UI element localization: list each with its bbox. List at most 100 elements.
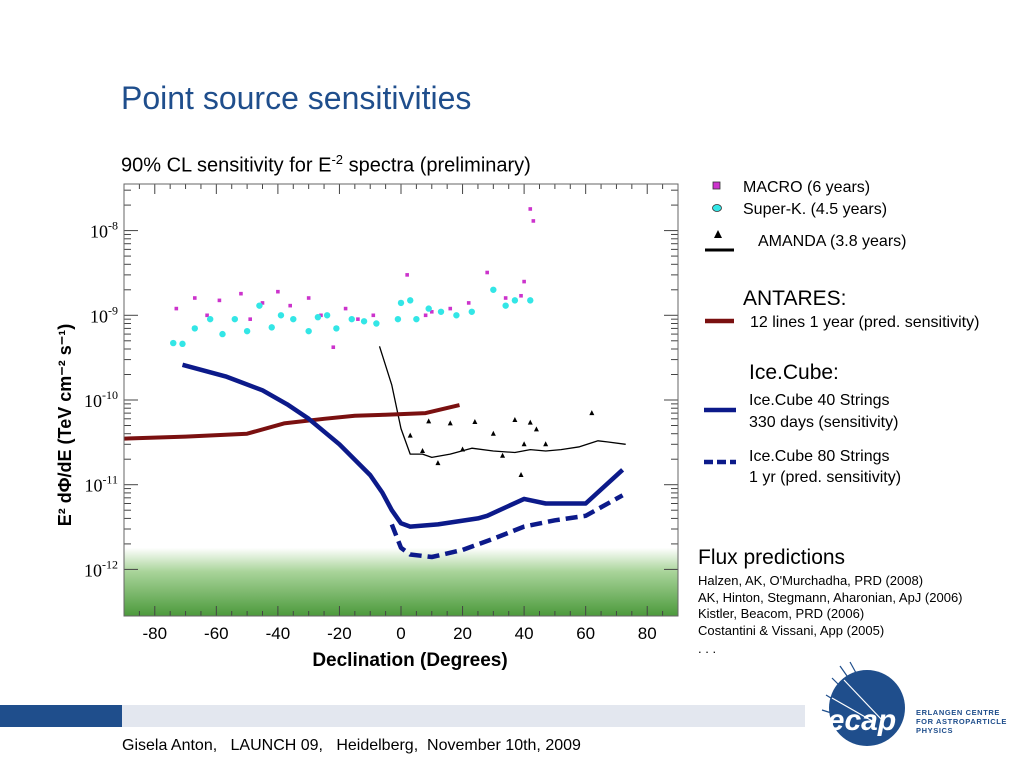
sensitivity-chart: -80 -60 -40 -20 0 20 40 60 80 10-8 10-9 10-10 10-11… — [55, 183, 679, 670]
amanda-point — [490, 430, 496, 436]
amanda-point — [426, 418, 432, 424]
macro-point — [531, 219, 536, 223]
x-tick-label: -40 — [266, 624, 291, 643]
footer-text: Gisela Anton, LAUNCH 09, Heidelberg, Nov… — [122, 737, 581, 754]
superk-point — [453, 312, 460, 319]
amanda-line — [378, 346, 626, 459]
amanda-point — [518, 472, 524, 478]
legend-ic40-line1: Ice.Cube 40 Strings — [749, 392, 890, 409]
macro-point — [528, 207, 533, 211]
x-tick-label: 80 — [638, 624, 657, 643]
legend-amanda: AMANDA (3.8 years) — [758, 233, 907, 250]
superk-point — [256, 302, 263, 309]
legend-macro-marker — [712, 181, 721, 190]
superk-point — [490, 286, 497, 293]
x-tick-label: 0 — [396, 624, 405, 643]
footer-bar-accent — [0, 705, 122, 727]
amanda-point — [589, 410, 595, 416]
superk-point — [468, 308, 475, 315]
macro-point — [276, 289, 280, 294]
subtitle-suffix: spectra (preliminary) — [343, 154, 531, 177]
chart-subtitle: 90% CL sensitivity for E-2 spectra (prel… — [121, 152, 531, 178]
macro-point — [319, 313, 323, 318]
y-tick-labels: 10-8 10-9 10-10 10-11 10-12 — [84, 219, 118, 581]
legend-antares-line-label: 12 lines 1 year (pred. sensitivity) — [750, 314, 980, 331]
x-tick-labels: -80 -60 -40 -20 0 20 40 60 80 — [142, 624, 656, 643]
macro-point — [174, 306, 179, 311]
legend-amanda-marker — [714, 230, 722, 238]
legend-ic80-line1: Ice.Cube 80 Strings — [749, 448, 890, 465]
macro-point — [217, 298, 222, 303]
x-axis-label: Declination (Degrees) — [312, 650, 507, 670]
macro-point — [503, 296, 508, 300]
macro-point — [448, 306, 453, 311]
x-tick-label: -60 — [204, 624, 229, 643]
ecap-wordmark: ecap — [828, 704, 896, 737]
x-tick-label: -20 — [327, 624, 352, 643]
macro-point — [429, 309, 434, 314]
legend-superk-marker — [712, 204, 722, 212]
slide-title: Point source sensitivities — [121, 80, 472, 116]
macro-point — [260, 301, 265, 305]
x-tick-label: 60 — [576, 624, 595, 643]
amanda-point — [512, 417, 518, 423]
y-tick-label: 10-12 — [84, 557, 118, 580]
superk-point — [437, 308, 445, 315]
macro-point — [405, 273, 409, 277]
y-tick-label: 10-11 — [84, 473, 118, 496]
flux-ref-2: AK, Hinton, Stegmann, Aharonian, ApJ (20… — [698, 590, 963, 605]
amanda-point — [420, 447, 426, 453]
superk-point — [323, 312, 331, 319]
legend-icecube-title: Ice.Cube: — [749, 361, 839, 384]
superk-point — [394, 315, 402, 323]
superk-point — [231, 315, 238, 323]
superk-point — [219, 330, 226, 338]
superk-point — [179, 340, 186, 348]
amanda-point — [500, 452, 506, 458]
footer-bar — [0, 705, 805, 727]
superk-point — [425, 305, 432, 312]
macro-point — [343, 306, 348, 311]
amanda-point — [407, 432, 413, 438]
macro-point — [306, 296, 311, 300]
superk-point — [360, 318, 368, 325]
legend-ic40-line2: 330 days (sensitivity) — [749, 414, 899, 431]
superk-point — [314, 313, 322, 321]
macro-point — [205, 313, 209, 318]
amanda-point — [435, 460, 441, 466]
amanda-point — [521, 441, 527, 447]
macro-point — [288, 303, 292, 308]
superk-point — [191, 325, 198, 332]
legend-macro: MACRO (6 years) — [743, 179, 871, 196]
chart-series — [123, 207, 626, 560]
superk-point — [502, 302, 509, 309]
macro-point — [466, 301, 471, 305]
macro-point — [239, 291, 243, 296]
y-tick-label: 10-8 — [90, 219, 118, 242]
flux-ref-1: Halzen, AK, O'Murchadha, PRD (2008) — [698, 573, 924, 588]
amanda-point — [533, 426, 539, 432]
macro-point — [356, 317, 360, 321]
macro-point — [522, 279, 526, 284]
axis-ticks — [123, 184, 679, 616]
superk-point — [397, 299, 405, 307]
superk-point — [407, 297, 414, 304]
macro-point — [192, 296, 197, 300]
macro-point — [423, 313, 428, 318]
flux-ref-4: Costantini & Vissani, App (2005) — [698, 623, 885, 638]
superk-point — [305, 327, 312, 335]
ecap-logo-icon: ecap — [821, 661, 905, 746]
x-tick-label: -80 — [142, 624, 167, 643]
superk-point — [527, 297, 534, 304]
plot-frame — [123, 183, 679, 617]
flux-ref-3: Kistler, Beacom, PRD (2006) — [698, 606, 865, 621]
superk-point — [373, 320, 380, 327]
amanda-point — [447, 420, 453, 426]
icecube-40-line — [181, 362, 625, 529]
ecap-logo-text: ERLANGEN CENTRE FOR ASTROPARTICLE PHYSIC… — [916, 708, 1008, 735]
legend-ic80-line2: 1 yr (pred. sensitivity) — [749, 469, 902, 486]
legend-superk: Super-K. (4.5 years) — [743, 201, 888, 218]
macro-point — [371, 313, 376, 318]
subtitle-exponent: -2 — [331, 152, 344, 167]
superk-point — [268, 324, 275, 331]
